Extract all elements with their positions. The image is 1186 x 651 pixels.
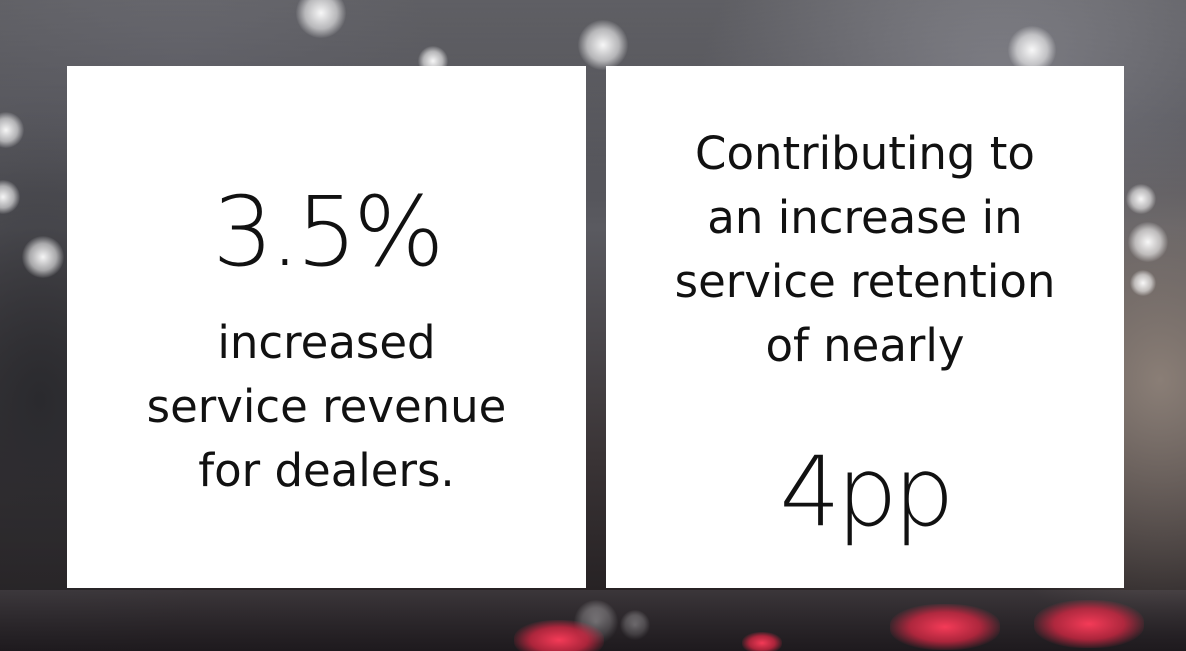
bokeh-light — [0, 180, 20, 214]
tail-light — [1034, 600, 1144, 648]
bokeh-light — [1130, 270, 1156, 296]
bokeh-light — [578, 20, 628, 70]
bokeh-light — [1126, 184, 1156, 214]
stat-description-line: for dealers. — [198, 444, 455, 497]
stat-description: increased service revenue for dealers. — [67, 311, 586, 503]
stat-description-line: service retention — [674, 255, 1056, 308]
stat-card-retention: Contributing to an increase in service r… — [606, 66, 1124, 588]
stat-card-revenue: 3.5% increased service revenue for deale… — [67, 66, 586, 588]
stat-description: Contributing to an increase in service r… — [606, 122, 1124, 378]
bokeh-light — [296, 0, 346, 38]
bokeh-light — [22, 236, 64, 278]
stat-description-line: of nearly — [765, 319, 965, 372]
stat-value: 4pp — [779, 436, 955, 548]
stat-description-line: an increase in — [707, 191, 1023, 244]
stat-description-line: service revenue — [146, 380, 507, 433]
stat-description-line: Contributing to — [695, 127, 1035, 180]
tail-light — [742, 632, 782, 651]
stat-description-line: increased — [217, 316, 436, 369]
tail-light — [890, 604, 1000, 650]
bokeh-light — [1128, 222, 1168, 262]
tail-light — [514, 620, 604, 651]
stat-value: 3.5% — [212, 176, 445, 288]
bokeh-light — [0, 112, 24, 148]
